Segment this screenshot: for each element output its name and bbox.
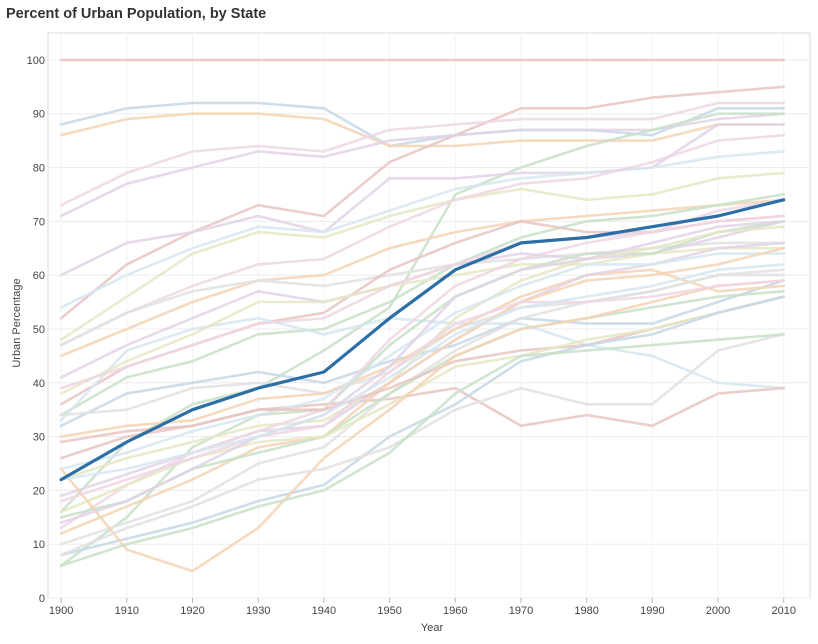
series-line-34 — [59, 279, 786, 573]
series-line-26 — [59, 198, 786, 530]
highlighted-series-line — [59, 198, 786, 482]
x-tick-label-7: 1970 — [509, 605, 533, 617]
series-line-12 — [59, 193, 786, 417]
series-line-7 — [59, 123, 786, 277]
y-tick-label-8: 80 — [33, 163, 45, 175]
y-tick-label-7: 70 — [33, 216, 45, 228]
x-tick-label-4: 1940 — [312, 605, 336, 617]
series-line-37 — [59, 279, 786, 503]
x-axis-title: Year — [421, 622, 444, 634]
x-tick-label-1: 1910 — [115, 605, 139, 617]
series-line-1 — [59, 101, 786, 148]
x-axis: 1900 1910 1920 1930 1940 1950 1960 1970 1980 1990… — [49, 598, 796, 617]
y-tick-label-6: 60 — [33, 270, 45, 282]
y-tick-label-3: 30 — [33, 432, 45, 444]
x-tick-label-0: 1900 — [49, 605, 73, 617]
series-line-35 — [59, 332, 786, 557]
chart-title: Percent of Urban Population, by State — [6, 6, 267, 22]
x-tick-label-9: 1990 — [640, 605, 664, 617]
series-line-39 — [59, 263, 786, 481]
series-line-6 — [59, 112, 786, 514]
series-line-38 — [59, 220, 786, 525]
series-line-9 — [59, 150, 786, 309]
series-line-8 — [59, 171, 786, 342]
series-line-10 — [59, 133, 786, 347]
series-line-11 — [59, 198, 786, 358]
y-tick-label-10: 100 — [27, 55, 45, 67]
series-line-24 — [59, 225, 786, 481]
series-line-18 — [59, 214, 786, 390]
x-tick-label-6: 1960 — [443, 605, 467, 617]
series-line-2 — [59, 112, 786, 148]
y-tick-label-1: 10 — [33, 539, 45, 551]
y-axis: 0 10 20 30 40 50 60 70 80 90 100 — [27, 55, 45, 605]
y-tick-label-4: 40 — [33, 378, 45, 390]
series-line-29 — [59, 268, 786, 546]
y-axis-title: Urban Percentage — [11, 278, 23, 367]
series-line-33 — [59, 295, 786, 557]
x-tick-label-8: 1980 — [574, 605, 598, 617]
y-tick-label-5: 50 — [33, 324, 45, 336]
series-line-17 — [59, 246, 786, 395]
x-tick-label-11: 2010 — [771, 605, 795, 617]
series-line-28 — [59, 246, 786, 535]
series-line-19 — [59, 279, 786, 428]
background-series — [59, 58, 786, 573]
y-tick-label-2: 20 — [33, 485, 45, 497]
series-line-27 — [59, 252, 786, 471]
series-line-13 — [59, 241, 786, 347]
x-tick-label-2: 1920 — [180, 605, 204, 617]
series-line-3 — [59, 85, 786, 320]
series-line-4 — [59, 101, 786, 207]
y-tick-label-0: 0 — [39, 593, 45, 605]
x-tick-label-10: 2000 — [706, 605, 730, 617]
y-tick-label-9: 90 — [33, 109, 45, 121]
highlighted-series — [59, 198, 786, 482]
series-line-30 — [59, 289, 786, 519]
x-tick-label-3: 1930 — [246, 605, 270, 617]
series-line-36 — [59, 332, 786, 568]
x-tick-label-5: 1950 — [377, 605, 401, 617]
